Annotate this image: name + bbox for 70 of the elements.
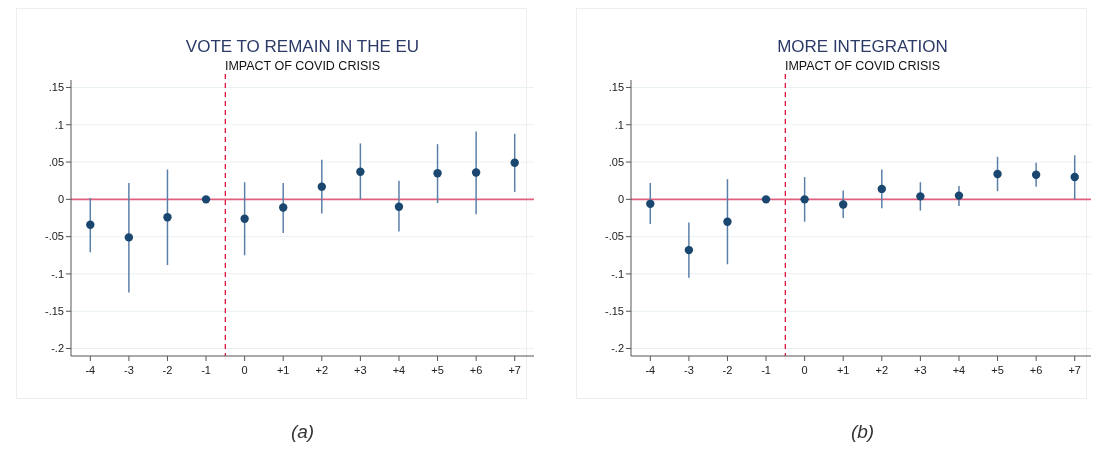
x-tick-label: +1: [276, 364, 290, 376]
point: [510, 158, 519, 167]
chart-title: VOTE TO REMAIN IN THE EU: [185, 37, 420, 56]
point: [86, 220, 95, 229]
x-tick-label: -3: [123, 364, 134, 376]
x-tick-label: -2: [722, 364, 733, 376]
x-tick-label: 0: [241, 364, 248, 376]
x-tick-label: +7: [1068, 364, 1081, 376]
point: [394, 202, 404, 211]
y-tick-label: -.1: [51, 267, 64, 280]
x-tick-label: -4: [645, 364, 656, 376]
x-tick-label: +2: [875, 364, 889, 376]
y-tick-label: -.15: [45, 305, 64, 318]
point: [993, 169, 1002, 179]
point: [723, 217, 732, 226]
x-tick-label: +4: [392, 364, 406, 376]
x-tick-label: +3: [914, 364, 927, 376]
point: [356, 167, 365, 176]
y-tick-label: -.1: [611, 267, 624, 280]
point: [124, 233, 134, 242]
chart-subtitle: IMPACT OF COVID CRISIS: [224, 59, 381, 73]
x-tick-label: +5: [431, 364, 444, 376]
y-tick-label: -.05: [605, 230, 624, 243]
point: [646, 199, 655, 209]
y-tick-label: .15: [48, 81, 64, 94]
point: [433, 169, 442, 178]
x-tick-label: 0: [801, 364, 808, 376]
y-tick-label: -.2: [51, 342, 64, 355]
point: [800, 195, 809, 204]
point: [279, 203, 288, 212]
y-tick-label: .1: [54, 118, 64, 131]
x-tick-label: +2: [315, 364, 329, 376]
x-tick-label: +6: [469, 364, 483, 376]
point: [1070, 172, 1079, 182]
point: [1031, 170, 1041, 179]
chart-title: MORE INTEGRATION: [777, 37, 948, 56]
chart-subtitle: IMPACT OF COVID CRISIS: [784, 59, 941, 73]
x-tick-label: -1: [201, 364, 211, 376]
x-tick-label: +4: [952, 364, 966, 376]
point: [954, 191, 964, 200]
x-tick-label: +1: [836, 364, 850, 376]
point: [471, 168, 481, 177]
y-tick-label: -.2: [611, 342, 624, 355]
x-tick-label: -3: [683, 364, 694, 376]
x-tick-label: +3: [354, 364, 367, 376]
y-tick-label: .05: [608, 155, 624, 168]
text: (a): [290, 421, 315, 442]
x-tick-label: +5: [991, 364, 1004, 376]
x-tick-label: -1: [761, 364, 771, 376]
x-tick-label: -4: [85, 364, 96, 376]
y-tick-label: .05: [48, 155, 64, 168]
point: [916, 192, 925, 201]
y-tick-label: -.05: [45, 230, 64, 243]
y-tick-label: -.15: [605, 305, 624, 318]
x-tick-label: +7: [508, 364, 521, 376]
point: [317, 182, 326, 191]
x-tick-label: +6: [1029, 364, 1043, 376]
point: [839, 200, 848, 209]
y-tick-label: .15: [608, 81, 624, 94]
text: (b): [850, 421, 875, 442]
y-tick-label: 0: [57, 193, 64, 206]
y-tick-label: 0: [617, 193, 624, 206]
point: [163, 213, 172, 222]
x-tick-label: -2: [162, 364, 173, 376]
point: [877, 184, 886, 194]
y-tick-label: .1: [614, 118, 624, 131]
point: [201, 195, 211, 204]
point: [684, 245, 694, 255]
point: [761, 195, 771, 204]
point: [240, 214, 249, 223]
